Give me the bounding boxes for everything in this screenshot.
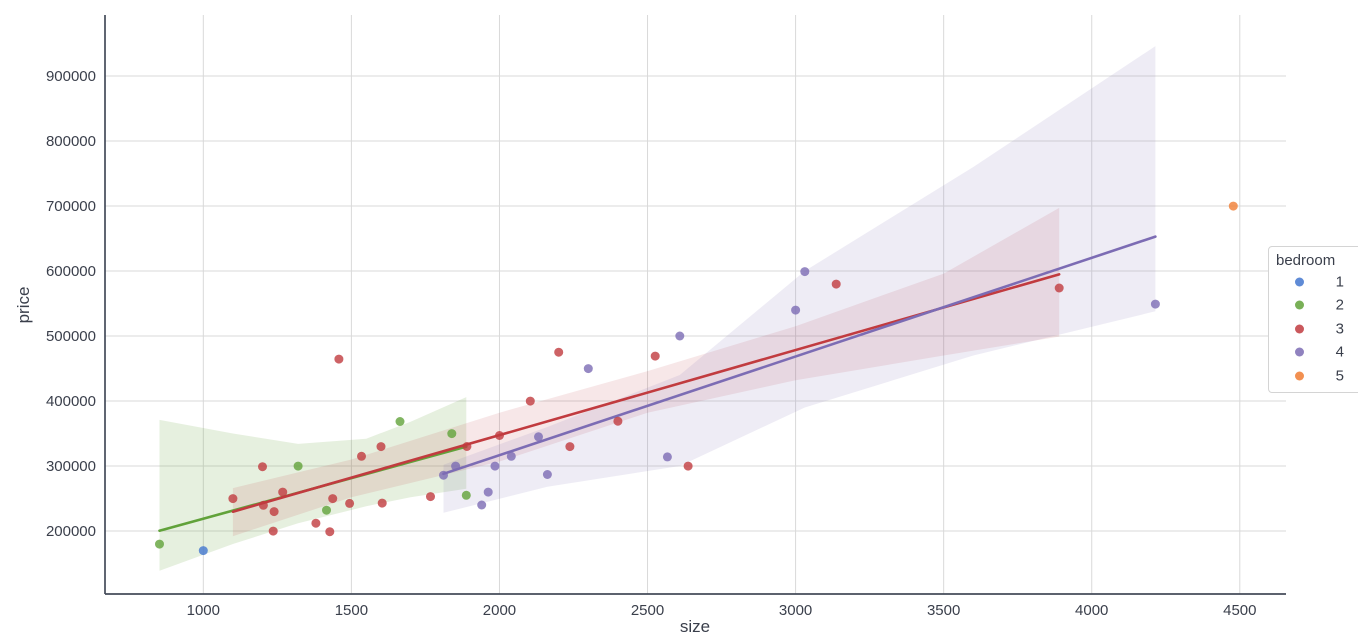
data-point-bedroom-2 <box>461 490 471 500</box>
data-point-bedroom-3 <box>258 462 267 472</box>
legend-entry-label: 4 <box>1335 343 1344 361</box>
data-point-bedroom-3 <box>334 354 344 364</box>
x-tick-label: 4500 <box>1223 602 1256 619</box>
legend-entry-2: 2 <box>1269 294 1358 318</box>
data-point-bedroom-3 <box>650 351 660 361</box>
data-point-bedroom-3 <box>525 396 535 406</box>
x-tick-labels: 1000 1500 2000 2500 3000 3500 4000 4500 <box>187 602 1257 619</box>
data-point-bedroom-3 <box>357 451 366 461</box>
x-tick-label: 2500 <box>631 602 664 619</box>
data-point-bedroom-3 <box>268 526 278 536</box>
legend-entry-label: 3 <box>1335 320 1344 338</box>
data-point-bedroom-4 <box>483 487 493 497</box>
legend-swatch-icon <box>1295 371 1304 381</box>
data-point-bedroom-4 <box>791 305 801 315</box>
legend-entry-3: 3 <box>1269 317 1358 341</box>
legend-swatch-icon <box>1295 324 1304 334</box>
confidence-band-bedroom-2 <box>159 397 467 571</box>
y-tick-label: 300000 <box>46 458 96 475</box>
y-tick-label: 500000 <box>46 328 96 345</box>
y-tick-labels: 200000 300000 400000 500000 600000 700000 8000… <box>46 68 96 540</box>
data-point-bedroom-2 <box>155 539 164 549</box>
y-tick-label: 400000 <box>46 393 96 410</box>
data-point-bedroom-2 <box>322 505 331 515</box>
data-point-bedroom-4 <box>800 267 810 277</box>
data-point-bedroom-4 <box>490 461 500 471</box>
data-point-bedroom-3 <box>278 487 288 497</box>
data-point-bedroom-3 <box>613 416 623 426</box>
data-point-bedroom-3 <box>376 442 386 452</box>
data-point-bedroom-4 <box>534 432 543 442</box>
x-tick-label: 1500 <box>335 602 368 619</box>
data-point-bedroom-5 <box>1228 201 1238 211</box>
legend-entry-1: 1 <box>1269 270 1358 294</box>
x-tick-label: 3000 <box>779 602 812 619</box>
y-tick-label: 200000 <box>46 523 96 540</box>
y-tick-label: 900000 <box>46 68 96 85</box>
data-point-bedroom-4 <box>675 331 685 341</box>
confidence-bands <box>159 46 1156 571</box>
y-tick-label: 700000 <box>46 198 96 215</box>
y-tick-label: 600000 <box>46 263 96 280</box>
data-point-bedroom-2 <box>447 429 457 439</box>
data-point-bedroom-4 <box>662 452 672 462</box>
data-point-bedroom-3 <box>426 492 435 502</box>
data-point-bedroom-3 <box>554 347 564 357</box>
data-point-bedroom-4 <box>506 451 516 461</box>
data-point-bedroom-3 <box>377 498 387 508</box>
data-point-bedroom-3 <box>269 507 279 517</box>
legend-entry-5: 5 <box>1269 364 1358 388</box>
legend-swatch-icon <box>1295 300 1304 310</box>
data-point-bedroom-4 <box>477 500 487 510</box>
data-point-bedroom-3 <box>831 279 841 289</box>
legend-entry-4: 4 <box>1269 341 1358 365</box>
legend: bedroom 1 2 3 4 5 <box>1268 246 1358 393</box>
data-point-bedroom-2 <box>395 417 405 426</box>
legend-entry-label: 2 <box>1335 296 1344 314</box>
data-point-bedroom-3 <box>228 494 238 504</box>
legend-title: bedroom <box>1276 252 1336 269</box>
data-point-bedroom-2 <box>293 461 303 471</box>
data-point-bedroom-4 <box>583 364 593 374</box>
data-point-bedroom-4 <box>451 461 461 471</box>
y-tick-label: 800000 <box>46 133 96 150</box>
data-point-bedroom-3 <box>258 500 268 510</box>
legend-swatch-icon <box>1295 347 1304 357</box>
scatter-points <box>155 201 1238 556</box>
data-point-bedroom-3 <box>462 442 472 451</box>
data-point-bedroom-3 <box>565 442 575 452</box>
legend-entries: 1 2 3 4 5 <box>1269 270 1358 388</box>
data-point-bedroom-1 <box>198 546 208 556</box>
data-point-bedroom-3 <box>495 431 504 440</box>
data-point-bedroom-3 <box>328 494 338 504</box>
data-point-bedroom-3 <box>311 518 321 528</box>
regression-lines <box>158 235 1157 532</box>
legend-swatch-icon <box>1295 277 1304 287</box>
data-point-bedroom-3 <box>325 527 335 537</box>
x-tick-label: 3500 <box>927 602 960 619</box>
x-tick-label: 4000 <box>1075 602 1108 619</box>
gridlines <box>105 15 1286 594</box>
x-tick-label: 1000 <box>187 602 220 619</box>
regression-line-bedroom-4 <box>442 235 1157 476</box>
legend-entry-label: 5 <box>1335 367 1344 385</box>
axis-spines <box>104 15 1286 595</box>
y-axis-label: price <box>14 287 33 324</box>
data-point-bedroom-4 <box>1150 299 1160 309</box>
data-point-bedroom-3 <box>683 461 693 471</box>
data-point-bedroom-3 <box>1054 283 1064 293</box>
x-tick-label: 2000 <box>483 602 516 619</box>
data-point-bedroom-4 <box>542 470 552 479</box>
legend-entry-label: 1 <box>1335 273 1344 291</box>
data-point-bedroom-3 <box>345 498 355 508</box>
confidence-band-bedroom-4 <box>443 46 1156 513</box>
data-point-bedroom-4 <box>439 470 448 480</box>
x-axis-label: size <box>680 617 710 636</box>
